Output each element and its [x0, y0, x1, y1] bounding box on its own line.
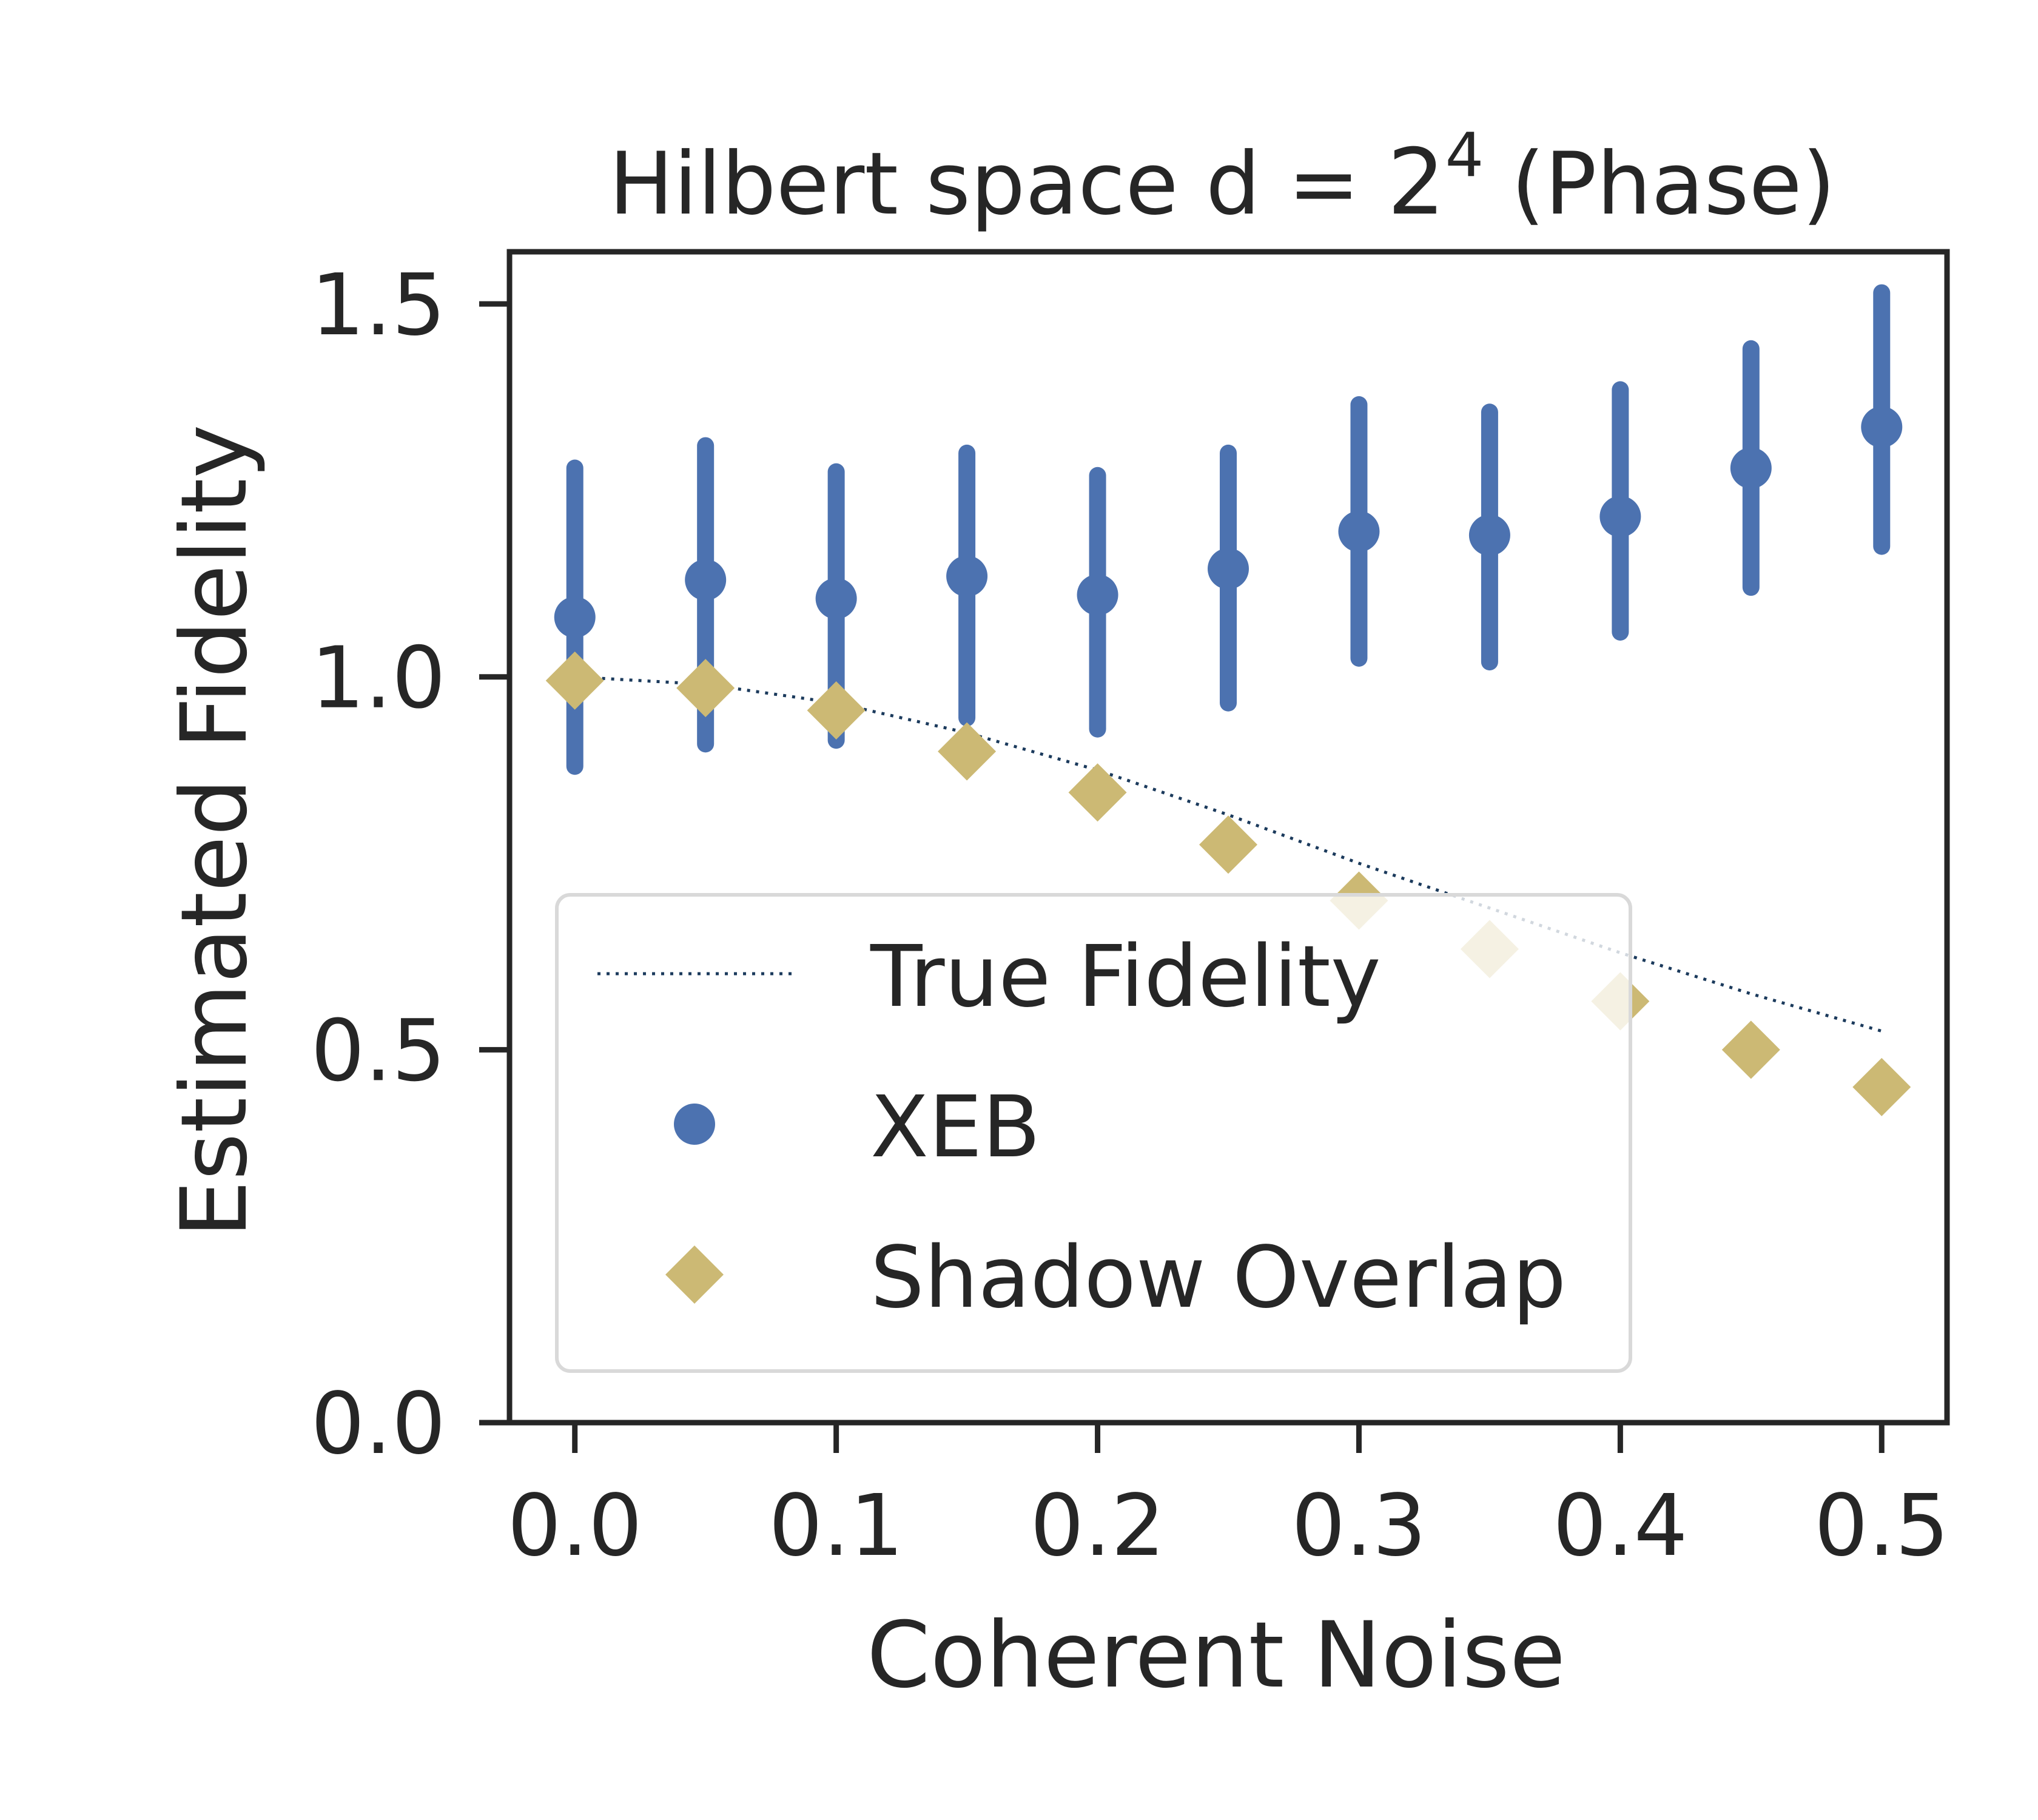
- shadow-overlap-point: [807, 681, 866, 740]
- xeb-point: [815, 578, 857, 619]
- x-tick-label: 0.0: [507, 1477, 642, 1576]
- y-tick-label: 0.0: [311, 1375, 446, 1474]
- shadow-overlap-point: [1199, 815, 1257, 874]
- title-exponent: 4: [1445, 120, 1484, 190]
- legend-label-true-fidelity: True Fidelity: [870, 928, 1381, 1026]
- x-tick-label: 0.5: [1814, 1477, 1949, 1576]
- title-suffix: (Phase): [1484, 134, 1835, 234]
- x-tick-label: 0.3: [1291, 1477, 1427, 1576]
- xeb-point: [1208, 548, 1249, 590]
- axes-frame: [506, 249, 1950, 1426]
- xeb-point: [1730, 447, 1772, 489]
- x-tick-label: 0.4: [1553, 1477, 1688, 1576]
- shadow-overlap-point: [1068, 763, 1127, 822]
- legend-label-xeb: XEB: [870, 1078, 1040, 1177]
- legend-marker-shadow-overlap: [665, 1245, 724, 1304]
- x-tick-label: 0.2: [1030, 1477, 1165, 1576]
- shadow-overlap-point: [938, 722, 997, 781]
- chart-title: Hilbert space d = 24 (Phase): [609, 120, 1835, 235]
- xeb-point: [554, 596, 596, 638]
- xeb-point: [1861, 406, 1903, 448]
- xeb-point: [1468, 514, 1510, 556]
- axis-ticks: 0.0 0.1 0.2 0.3 0.4 0.5 0.0 0.5 1.0 1.5: [311, 256, 1949, 1576]
- legend: True Fidelity XEB Shadow Overlap: [555, 893, 1632, 1373]
- shadow-overlap-point: [545, 651, 604, 710]
- true-fidelity-line: [574, 675, 1882, 1033]
- legend-box: [555, 893, 1632, 1373]
- y-tick-label: 1.5: [311, 256, 446, 355]
- shadow-overlap-point: [1721, 1020, 1780, 1079]
- xeb-point: [1338, 510, 1380, 552]
- shadow-overlap-point: [676, 659, 735, 718]
- shadow-overlap-point: [1852, 1057, 1911, 1116]
- y-axis-label: Estimated Fidelity: [162, 425, 267, 1238]
- xeb-point: [685, 559, 727, 601]
- legend-label-shadow-overlap: Shadow Overlap: [870, 1228, 1566, 1327]
- xeb-point: [946, 555, 988, 597]
- title-base: 2: [1387, 130, 1445, 235]
- xeb-point: [1599, 496, 1641, 538]
- x-axis-label: Coherent Noise: [867, 1603, 1565, 1708]
- title-prefix: Hilbert space d =: [609, 134, 1387, 234]
- y-tick-label: 0.5: [311, 1002, 446, 1100]
- y-tick-label: 1.0: [311, 629, 446, 728]
- x-tick-label: 0.1: [768, 1477, 904, 1576]
- legend-marker-xeb: [674, 1104, 715, 1145]
- xeb-point: [1077, 574, 1118, 616]
